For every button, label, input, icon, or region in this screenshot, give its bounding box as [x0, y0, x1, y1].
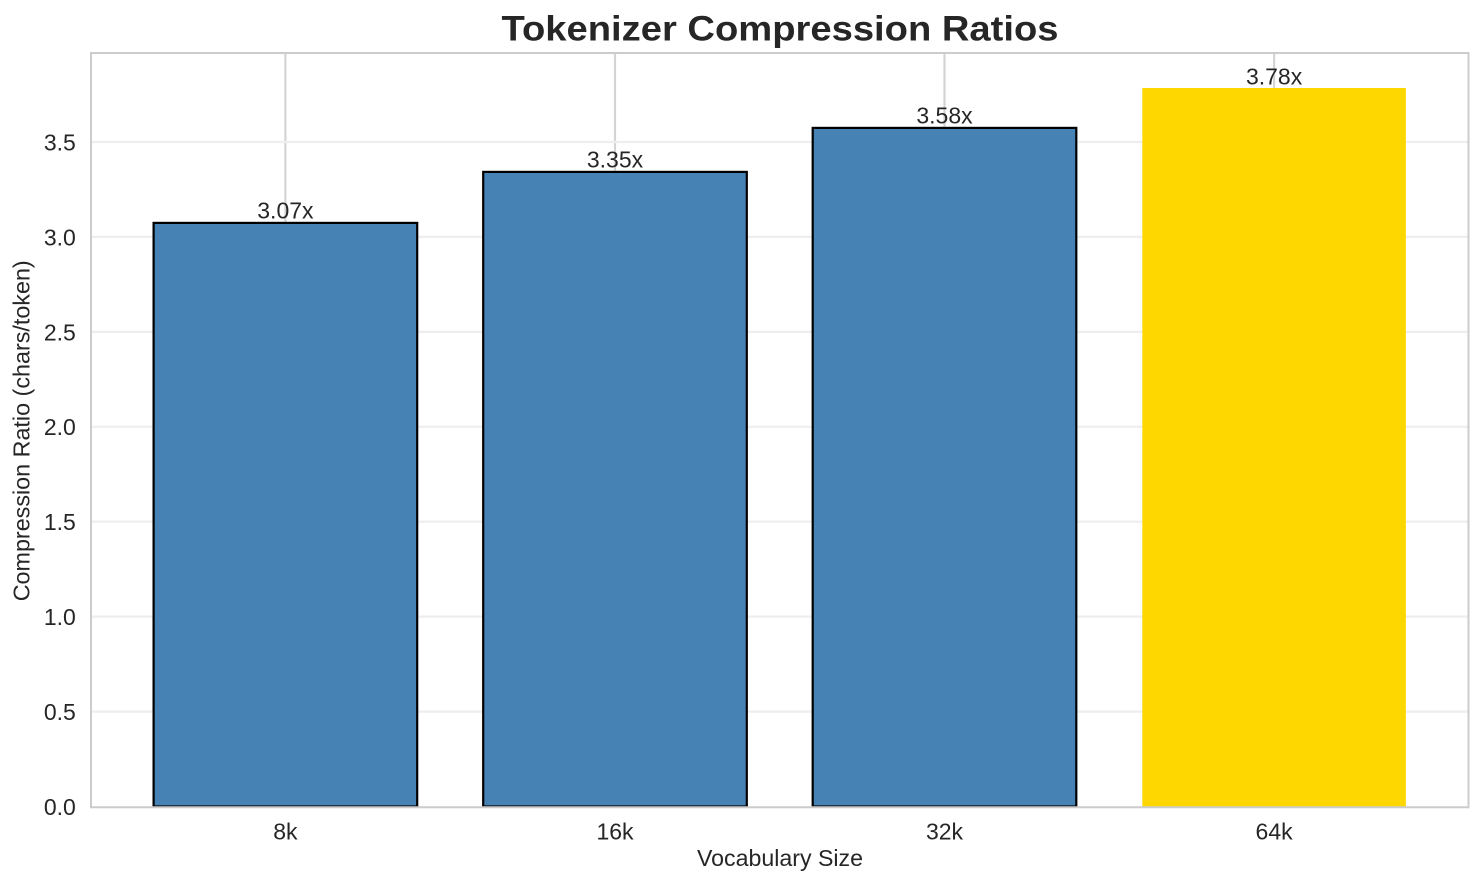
svg-text:3.58x: 3.58x — [916, 103, 973, 129]
svg-text:32k: 32k — [926, 818, 964, 844]
svg-text:1.0: 1.0 — [44, 604, 76, 630]
svg-text:3.5: 3.5 — [44, 129, 76, 155]
svg-text:3.35x: 3.35x — [587, 147, 644, 173]
svg-text:0.5: 0.5 — [44, 699, 76, 725]
svg-text:3.78x: 3.78x — [1246, 64, 1303, 90]
svg-text:16k: 16k — [596, 818, 634, 844]
svg-text:3.0: 3.0 — [44, 224, 76, 250]
svg-text:1.5: 1.5 — [44, 509, 76, 535]
svg-text:Compression Ratio (chars/token: Compression Ratio (chars/token) — [8, 260, 34, 601]
svg-text:64k: 64k — [1256, 818, 1294, 844]
svg-text:0.0: 0.0 — [44, 794, 76, 820]
svg-text:Vocabulary Size: Vocabulary Size — [697, 845, 863, 871]
svg-text:3.07x: 3.07x — [257, 197, 314, 223]
svg-text:2.0: 2.0 — [44, 414, 76, 440]
svg-text:8k: 8k — [273, 818, 298, 844]
svg-text:2.5: 2.5 — [44, 319, 76, 345]
svg-text:Tokenizer Compression Ratios: Tokenizer Compression Ratios — [502, 9, 1059, 49]
